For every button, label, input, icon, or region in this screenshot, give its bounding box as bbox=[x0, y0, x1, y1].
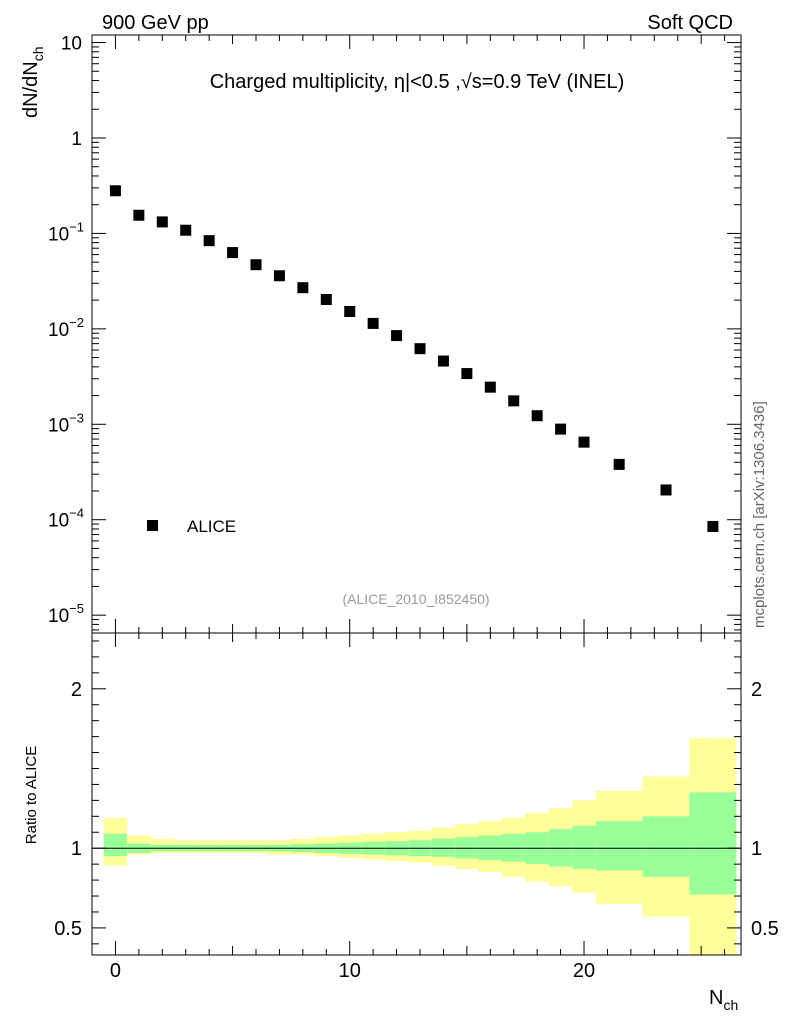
ratio-y-tick-label-left: 0.5 bbox=[54, 918, 82, 940]
main-y-axis-label-sub: ch bbox=[30, 47, 46, 62]
data-point bbox=[180, 224, 192, 236]
data-point bbox=[273, 270, 285, 282]
analysis-id-label: (ALICE_2010_I852450) bbox=[342, 591, 489, 607]
data-point bbox=[531, 410, 543, 422]
data-point bbox=[660, 484, 672, 496]
main-y-tick-label: 10−2 bbox=[48, 315, 84, 341]
ratio-y-tick-label-right: 0.5 bbox=[751, 918, 779, 940]
ratio-y-tick-label-left: 1 bbox=[71, 838, 82, 860]
data-point bbox=[344, 305, 356, 317]
data-point bbox=[227, 247, 239, 259]
data-point bbox=[297, 282, 309, 294]
data-point bbox=[707, 520, 719, 532]
main-y-tick-label: 10−3 bbox=[48, 410, 84, 436]
data-point bbox=[203, 235, 215, 247]
data-point bbox=[109, 185, 121, 197]
x-tick-label: 20 bbox=[573, 960, 595, 982]
ratio-axis-ticks bbox=[91, 633, 741, 955]
x-tick-label: 0 bbox=[110, 960, 121, 982]
side-url-label: mcplots.cern.ch [arXiv:1306.3436] bbox=[751, 401, 768, 628]
ratio-y-tick-label-left: 2 bbox=[71, 679, 82, 701]
main-panel-frame bbox=[91, 34, 742, 634]
x-axis-label-main: N bbox=[709, 987, 723, 1009]
legend-label: ALICE bbox=[187, 517, 236, 536]
ratio-panel-border bbox=[91, 632, 742, 956]
main-y-tick-label: 10−5 bbox=[48, 601, 84, 627]
data-point bbox=[320, 294, 332, 306]
ratio-panel: 0.5 0.51 12 20 10 20 Ratio to ALICE Nch bbox=[23, 632, 779, 1013]
header-left-label: 900 GeV pp bbox=[102, 12, 209, 34]
ratio-bands bbox=[92, 738, 741, 955]
data-point bbox=[391, 330, 403, 342]
data-point bbox=[555, 423, 567, 435]
x-axis-label: Nch bbox=[709, 987, 738, 1013]
stat-uncertainty-band bbox=[103, 833, 128, 857]
data-point bbox=[578, 436, 590, 448]
main-y-tick-label: 10−4 bbox=[48, 506, 84, 532]
ratio-y-tick-label-right: 2 bbox=[751, 679, 762, 701]
x-tick-label: 10 bbox=[339, 960, 361, 982]
data-point bbox=[508, 395, 520, 407]
data-point bbox=[414, 343, 426, 355]
main-y-axis-label: dN/dNch bbox=[20, 47, 46, 119]
main-panel: 10 1 10−1 10−2 10−3 10−4 10−5 Charged multipli… bbox=[20, 34, 742, 634]
main-title: Charged multiplicity, η|<0.5 ,√s=0.9 TeV… bbox=[210, 71, 625, 93]
main-y-tick-label: 1 bbox=[71, 129, 82, 150]
data-point bbox=[484, 381, 496, 393]
stat-uncertainty-band bbox=[572, 825, 596, 869]
ratio-y-axis-label: Ratio to ALICE bbox=[23, 746, 40, 844]
stat-uncertainty-band bbox=[595, 821, 643, 871]
x-axis-label-sub: ch bbox=[723, 997, 738, 1013]
ratio-y-tick-label-right: 1 bbox=[751, 838, 762, 860]
main-data-points bbox=[109, 185, 719, 532]
data-point bbox=[133, 209, 145, 221]
main-y-axis-label-main: dN/dN bbox=[20, 61, 42, 118]
main-y-tick-label: 10 bbox=[61, 34, 82, 55]
legend-marker bbox=[147, 520, 158, 531]
stat-uncertainty-band bbox=[642, 816, 690, 877]
data-point bbox=[437, 355, 449, 367]
main-axis-ticks bbox=[91, 35, 741, 633]
stat-uncertainty-band bbox=[689, 792, 737, 895]
ratio-tick-labels: 0.5 0.51 12 20 10 20 bbox=[54, 679, 779, 982]
main-y-tick-label: 10−1 bbox=[48, 219, 84, 245]
header-right-label: Soft QCD bbox=[647, 12, 733, 34]
main-y-tick-labels: 10 1 10−1 10−2 10−3 10−4 10−5 bbox=[48, 34, 84, 628]
data-point bbox=[613, 458, 625, 470]
data-point bbox=[461, 368, 473, 380]
data-point bbox=[250, 259, 262, 271]
data-point bbox=[367, 317, 379, 329]
data-point bbox=[156, 216, 168, 228]
